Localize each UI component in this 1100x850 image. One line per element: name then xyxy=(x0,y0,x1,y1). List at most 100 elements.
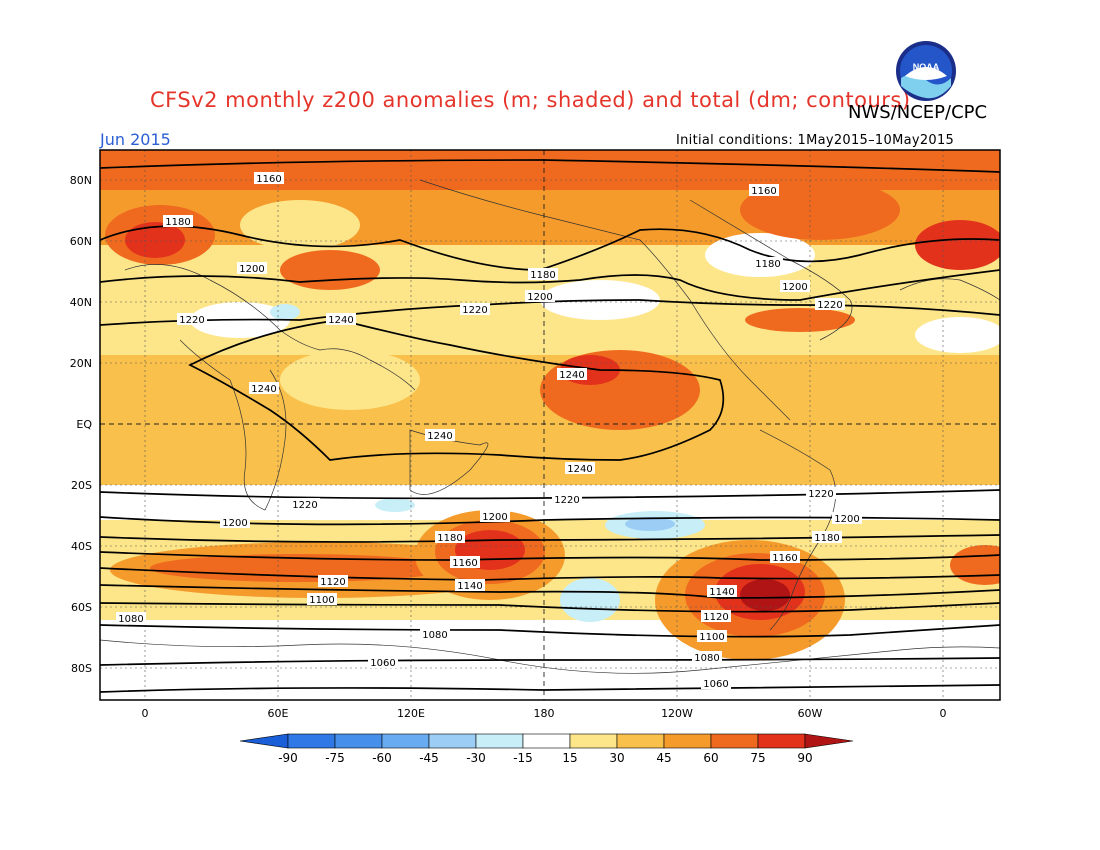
contour-label: 1160 xyxy=(749,184,779,197)
contour-label: 1220 xyxy=(806,487,836,500)
contour-label: 1080 xyxy=(420,628,450,641)
lat-label: 20S xyxy=(71,479,92,492)
svg-text:1060: 1060 xyxy=(703,679,728,690)
colorbar-cell xyxy=(428,733,477,749)
anomaly-center xyxy=(280,250,380,290)
colorbar-label: -45 xyxy=(419,751,439,765)
colorbar-cell xyxy=(522,733,571,749)
contour-label: 1200 xyxy=(832,512,862,525)
svg-text:1180: 1180 xyxy=(814,533,839,544)
contour-label: 1200 xyxy=(480,510,510,523)
lat-label: 40N xyxy=(69,296,92,309)
noaa-logo-icon: NOAA xyxy=(896,41,956,101)
contour-label: 1140 xyxy=(707,585,737,598)
svg-text:1200: 1200 xyxy=(527,292,552,303)
contour-label: 1240 xyxy=(557,368,587,381)
lon-label: 120E xyxy=(397,707,425,720)
contour-label: 1200 xyxy=(525,290,555,303)
colorbar-label: 15 xyxy=(562,751,578,765)
svg-text:1240: 1240 xyxy=(251,384,276,395)
contour-label: 1180 xyxy=(435,531,465,544)
svg-text:1200: 1200 xyxy=(482,512,507,523)
svg-text:1160: 1160 xyxy=(452,558,477,569)
contour-label: 1080 xyxy=(692,651,722,664)
forecast-month: Jun 2015 xyxy=(100,130,171,149)
contour-label: 1100 xyxy=(307,593,337,606)
anomaly-patch xyxy=(240,200,360,250)
contour-label: 1180 xyxy=(812,531,842,544)
colorbar-cell xyxy=(287,733,336,749)
contour-label: 1120 xyxy=(701,610,731,623)
svg-text:1100: 1100 xyxy=(309,595,334,606)
colorbar-cell xyxy=(381,733,430,749)
svg-text:1220: 1220 xyxy=(554,495,579,506)
svg-text:1140: 1140 xyxy=(709,587,734,598)
anomaly-center xyxy=(740,180,900,240)
svg-text:1120: 1120 xyxy=(703,612,728,623)
lat-label: 20N xyxy=(69,357,92,370)
contour-label: 1120 xyxy=(318,575,348,588)
svg-text:1180: 1180 xyxy=(437,533,462,544)
svg-text:1240: 1240 xyxy=(427,431,452,442)
svg-text:NOAA: NOAA xyxy=(913,62,940,72)
contour-label: 1060 xyxy=(368,656,398,669)
contour-label: 1180 xyxy=(528,268,558,281)
contour-label: 1220 xyxy=(552,493,582,506)
contour-label-group: 1160 1180 1200 1220 1240 1240 1240 1220 … xyxy=(116,172,862,690)
colorbar-label: 60 xyxy=(703,751,719,765)
lat-label: 40S xyxy=(71,540,92,553)
contour-label: 1160 xyxy=(254,172,284,185)
colorbar-label: -60 xyxy=(372,751,392,765)
anomaly-patch xyxy=(705,233,815,277)
svg-text:1220: 1220 xyxy=(462,305,487,316)
colorbar-label: 45 xyxy=(656,751,672,765)
svg-text:1220: 1220 xyxy=(179,315,204,326)
svg-text:1180: 1180 xyxy=(530,270,555,281)
contour-label: 1180 xyxy=(163,215,193,228)
svg-text:1220: 1220 xyxy=(817,300,842,311)
svg-text:1220: 1220 xyxy=(808,489,833,500)
equator-dateline xyxy=(100,150,1000,700)
lon-label: 0 xyxy=(939,707,947,720)
colorbar-cell xyxy=(616,733,665,749)
svg-text:1200: 1200 xyxy=(834,514,859,525)
svg-text:1080: 1080 xyxy=(422,630,447,641)
anomaly-center xyxy=(150,554,450,582)
colorbar-cell xyxy=(334,733,383,749)
lon-label: 180 xyxy=(533,707,555,720)
lat-label: 80S xyxy=(71,662,92,675)
contour-label: 1240 xyxy=(425,429,455,442)
contour-label: 1220 xyxy=(290,498,320,511)
svg-text:1180: 1180 xyxy=(755,259,780,270)
svg-text:1140: 1140 xyxy=(457,581,482,592)
contour-label: 1100 xyxy=(697,630,727,643)
svg-text:1200: 1200 xyxy=(782,282,807,293)
contour-label: 1240 xyxy=(565,462,595,475)
agency-label: NWS/NCEP/CPC xyxy=(848,102,988,123)
svg-text:1060: 1060 xyxy=(370,658,395,669)
coastlines xyxy=(100,179,1000,674)
colorbar-cell xyxy=(710,733,759,749)
colorbar-cell xyxy=(663,733,712,749)
colorbar-cell xyxy=(757,733,806,749)
lon-label: 0 xyxy=(141,707,149,720)
lat-label: 80N xyxy=(69,174,92,187)
contour-label: 1220 xyxy=(815,298,845,311)
lat-label: EQ xyxy=(76,418,92,431)
svg-text:1080: 1080 xyxy=(118,614,143,625)
colorbar-label: 30 xyxy=(609,751,625,765)
colorbar-cell xyxy=(569,733,618,749)
svg-text:1180: 1180 xyxy=(165,217,190,228)
svg-text:1240: 1240 xyxy=(328,315,353,326)
svg-text:1240: 1240 xyxy=(559,370,584,381)
colorbar-cell xyxy=(475,733,524,749)
lon-label: 120W xyxy=(661,707,693,720)
contour-label: 1060 xyxy=(701,677,731,690)
anomaly-patch xyxy=(280,350,420,410)
svg-text:1120: 1120 xyxy=(320,577,345,588)
contour-label: 1140 xyxy=(455,579,485,592)
anomaly-center xyxy=(740,579,790,611)
svg-text:1240: 1240 xyxy=(567,464,592,475)
